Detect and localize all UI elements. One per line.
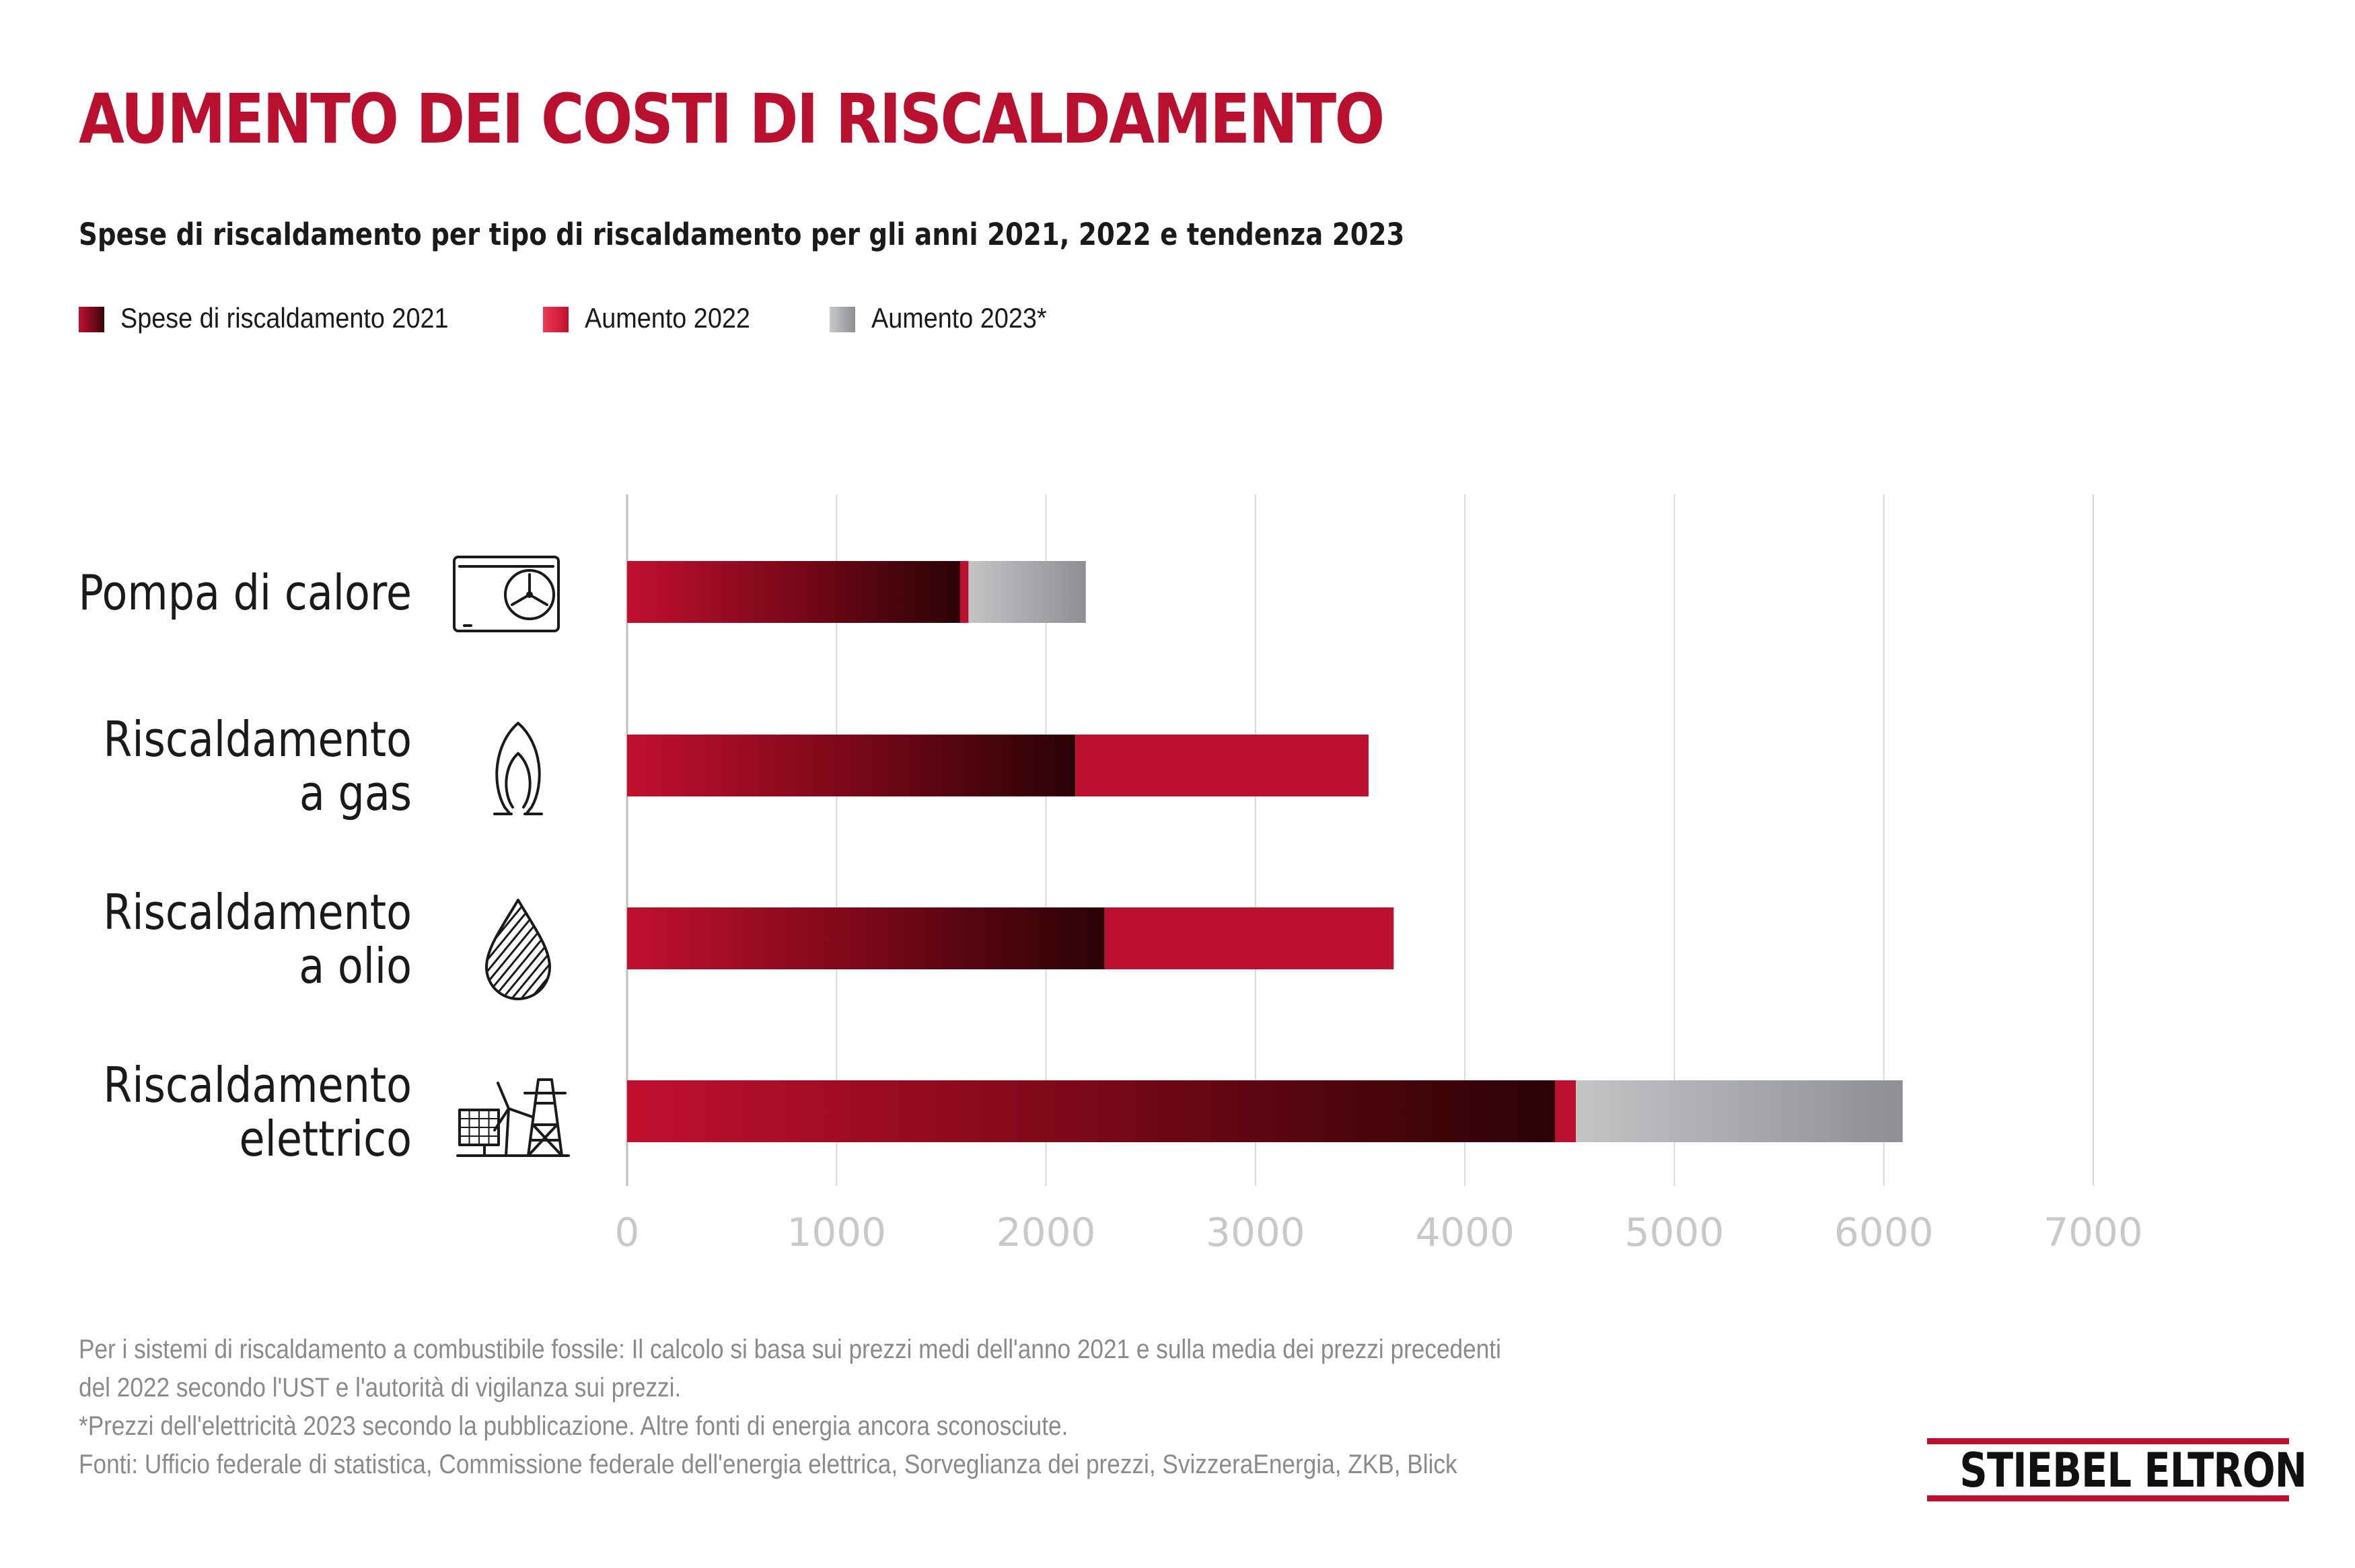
bar-segment-2023 [1576, 1080, 1903, 1142]
x-tick-label: 2000 [997, 1209, 1096, 1255]
bar-segment-2022 [1554, 1080, 1577, 1142]
bar-segment-2023 [968, 561, 1086, 623]
footnote-line: Per i sistemi di riscaldamento a combust… [79, 1335, 1501, 1364]
logo-top-bar [1927, 1438, 2289, 1444]
category-label: Riscaldamento [103, 885, 412, 941]
logo-text: STIEBEL ELTRON [1959, 1443, 2307, 1498]
bar-segment-2022 [959, 561, 969, 623]
chart-subtitle: Spese di riscaldamento per tipo di risca… [79, 217, 1405, 252]
x-tick-label: 0 [615, 1209, 640, 1255]
heat-pump-icon [453, 556, 560, 632]
solar-pylon-icon [456, 1078, 570, 1157]
footnote-line: *Prezzi dell'elettricità 2023 secondo la… [79, 1411, 1068, 1441]
x-tick-label: 1000 [787, 1209, 886, 1255]
footnotes: Per i sistemi di riscaldamento a combust… [79, 1331, 1695, 1484]
oil-drop-icon [485, 899, 551, 1000]
legend-swatch-2023 [830, 307, 855, 332]
bar-segment-2022 [1104, 907, 1394, 969]
bar-segment-2021 [627, 561, 960, 623]
category-label: Riscaldamento [103, 1057, 412, 1114]
bars [627, 561, 1903, 1142]
category-label: a olio [299, 938, 412, 995]
category-icons [453, 556, 570, 1157]
bar-chart: 0 1000 2000 3000 4000 5000 6000 7000 Pompa di c… [78, 494, 2143, 1255]
x-tick-label: 7000 [2043, 1209, 2143, 1255]
category-label: a gas [299, 766, 412, 822]
x-tick-label: 5000 [1625, 1209, 1725, 1255]
bar-segment-2022 [1075, 735, 1369, 796]
category-label: Riscaldamento [103, 712, 412, 768]
legend-swatch-2021 [79, 307, 104, 332]
stiebel-eltron-logo: STIEBEL ELTRON [1927, 1438, 2307, 1501]
x-tick-label: 4000 [1415, 1209, 1515, 1255]
bar-segment-2021 [627, 907, 1105, 969]
legend-label-2023: Aumento 2023* [871, 302, 1047, 334]
chart-title: AUMENTO DEI COSTI DI RISCALDAMENTO [79, 79, 1385, 159]
x-axis-ticks: 0 1000 2000 3000 4000 5000 6000 7000 [615, 1209, 2143, 1255]
x-tick-label: 3000 [1206, 1209, 1305, 1255]
legend-swatch-2022 [543, 307, 569, 332]
footnote-line: Fonti: Ufficio federale di statistica, C… [79, 1450, 1457, 1479]
category-label: elettrico [240, 1111, 412, 1168]
gas-flame-icon [493, 722, 543, 815]
legend-label-2022: Aumento 2022 [585, 302, 750, 334]
category-label: Pompa di calore [78, 565, 412, 622]
logo-bottom-bar [1927, 1495, 2289, 1501]
x-tick-label: 6000 [1834, 1209, 1934, 1255]
legend-label-2021: Spese di riscaldamento 2021 [120, 302, 449, 334]
bar-segment-2021 [627, 1080, 1555, 1142]
footnote-line: del 2022 secondo l'UST e l'autorità di v… [79, 1373, 682, 1403]
bar-segment-2021 [627, 735, 1076, 796]
